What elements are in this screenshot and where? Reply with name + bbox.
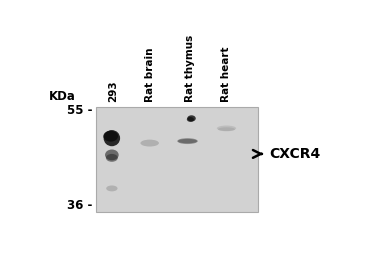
Ellipse shape <box>103 130 120 146</box>
Text: 36 -: 36 - <box>68 199 93 212</box>
Ellipse shape <box>178 139 197 143</box>
Ellipse shape <box>217 125 236 131</box>
Ellipse shape <box>103 131 118 142</box>
Bar <box>96 106 258 212</box>
Ellipse shape <box>187 115 196 122</box>
Ellipse shape <box>141 140 159 146</box>
Text: Rat brain: Rat brain <box>145 47 155 102</box>
Text: CXCR4: CXCR4 <box>269 147 320 161</box>
Ellipse shape <box>187 117 194 122</box>
Ellipse shape <box>218 127 235 131</box>
Ellipse shape <box>106 154 118 162</box>
Ellipse shape <box>177 138 198 144</box>
Text: Rat heart: Rat heart <box>222 46 232 102</box>
Text: Rat thymus: Rat thymus <box>185 35 195 102</box>
Text: 55 -: 55 - <box>67 104 93 117</box>
Ellipse shape <box>105 150 119 160</box>
Text: 293: 293 <box>108 80 118 102</box>
Text: KDa: KDa <box>49 90 76 103</box>
Ellipse shape <box>106 185 117 191</box>
